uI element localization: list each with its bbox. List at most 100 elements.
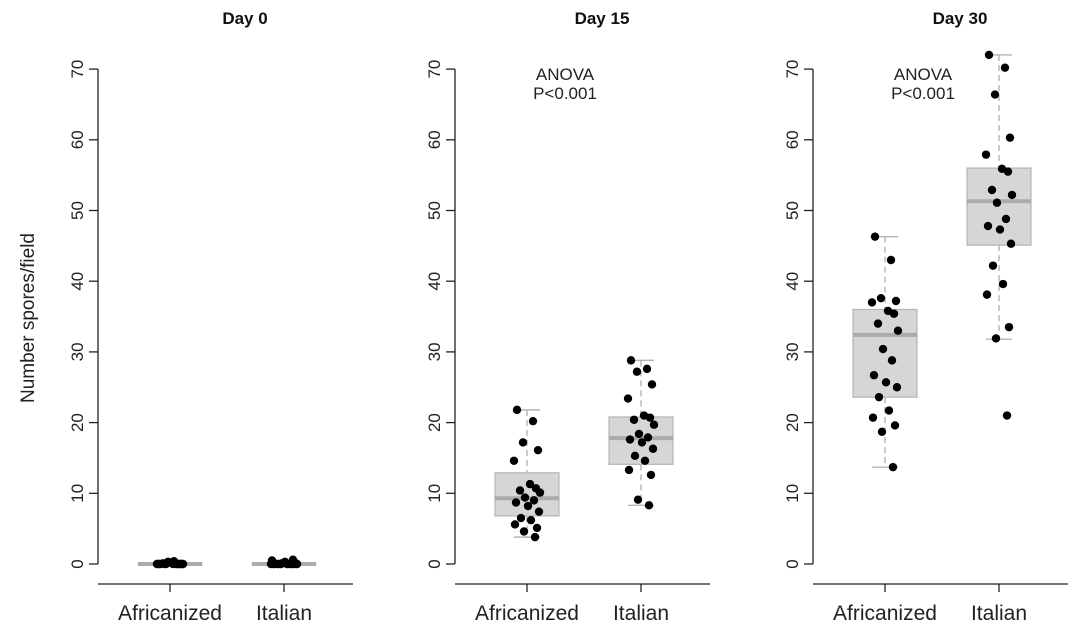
y-tick-label: 10 xyxy=(783,484,802,503)
data-point xyxy=(162,559,172,568)
data-point xyxy=(645,413,655,422)
data-point xyxy=(533,445,543,455)
data-point xyxy=(892,383,902,392)
data-point xyxy=(1002,411,1012,420)
data-point xyxy=(532,523,542,533)
data-point xyxy=(644,501,654,510)
data-point xyxy=(516,513,526,523)
data-point xyxy=(998,279,1008,289)
y-tick-label: 40 xyxy=(425,272,444,291)
x-tick-label: Africanized xyxy=(833,602,937,625)
y-tick-label: 20 xyxy=(783,413,802,432)
chart-panel: Day 15 0 10 20 30 40 50 60 70 Africanized Italian A… xyxy=(425,9,710,625)
y-tick-label: 30 xyxy=(425,342,444,361)
data-point xyxy=(1006,239,1016,248)
x-tick-label: Italian xyxy=(971,602,1027,625)
data-point xyxy=(529,496,539,505)
data-point xyxy=(640,456,650,465)
data-point xyxy=(510,520,520,529)
y-tick-label: 10 xyxy=(425,484,444,503)
data-point xyxy=(518,438,528,447)
data-point xyxy=(991,334,1001,343)
data-point xyxy=(893,326,903,335)
y-axis-label: Number spores/field xyxy=(18,233,39,403)
data-point xyxy=(623,394,633,403)
data-point xyxy=(625,435,635,444)
data-point xyxy=(512,405,522,415)
anova-annotation: P<0.001 xyxy=(533,84,597,103)
data-point xyxy=(511,498,521,507)
data-point xyxy=(629,415,639,424)
y-tick-label: 40 xyxy=(783,272,802,291)
data-point xyxy=(876,293,886,303)
data-point xyxy=(1001,214,1011,224)
y-tick-label: 0 xyxy=(783,559,802,568)
y-tick-label: 40 xyxy=(68,272,87,291)
y-tick-label: 70 xyxy=(425,60,444,79)
data-point xyxy=(519,527,529,536)
data-point xyxy=(884,406,894,415)
y-tick-label: 30 xyxy=(783,342,802,361)
data-point xyxy=(637,438,647,447)
y-tick-label: 60 xyxy=(783,130,802,149)
chart-panel: Day 0 0 10 20 30 40 50 60 70 Africanized Italian xyxy=(68,9,353,625)
data-point xyxy=(509,456,519,465)
data-point xyxy=(523,501,533,511)
data-point xyxy=(889,309,899,318)
data-point xyxy=(153,559,163,569)
data-point xyxy=(982,290,992,299)
data-point xyxy=(891,296,901,306)
anova-annotation: ANOVA xyxy=(894,65,953,84)
y-tick-label: 20 xyxy=(425,413,444,432)
anova-annotation: P<0.001 xyxy=(891,84,955,103)
data-point xyxy=(634,429,644,439)
data-point xyxy=(981,150,991,159)
x-tick-label: Africanized xyxy=(118,602,222,625)
data-point xyxy=(173,559,183,569)
data-point xyxy=(890,421,900,430)
data-point xyxy=(528,416,538,426)
data-point xyxy=(877,427,887,436)
data-point xyxy=(647,380,657,389)
x-tick-label: Italian xyxy=(613,602,669,625)
y-tick-label: 50 xyxy=(68,201,87,220)
y-tick-label: 70 xyxy=(68,60,87,79)
data-point xyxy=(983,221,993,231)
data-point xyxy=(1000,63,1010,72)
data-point xyxy=(649,420,659,429)
data-point xyxy=(632,367,642,376)
data-point xyxy=(984,50,994,60)
data-point xyxy=(870,232,880,241)
data-point xyxy=(267,556,277,565)
y-tick-label: 50 xyxy=(425,201,444,220)
data-point xyxy=(988,261,998,270)
data-point xyxy=(287,559,297,569)
data-point xyxy=(643,433,653,442)
chart-panel: Day 30 0 10 20 30 40 50 60 70 Africanized Italian A… xyxy=(783,9,1068,625)
data-point xyxy=(886,255,896,265)
data-point xyxy=(1003,167,1013,176)
chart-title: Day 30 xyxy=(933,9,988,28)
data-point xyxy=(887,356,897,365)
y-tick-label: 10 xyxy=(68,484,87,503)
data-point xyxy=(630,451,640,461)
data-point xyxy=(526,515,536,525)
data-point xyxy=(646,470,656,480)
data-point xyxy=(626,356,636,365)
data-point xyxy=(873,319,883,328)
x-tick-label: Italian xyxy=(256,602,312,625)
data-point xyxy=(534,507,544,516)
data-point xyxy=(515,486,525,495)
y-tick-label: 0 xyxy=(425,559,444,568)
data-point xyxy=(525,479,535,489)
data-point xyxy=(874,392,884,402)
data-point xyxy=(888,462,898,472)
data-point xyxy=(987,185,997,195)
y-tick-label: 60 xyxy=(68,130,87,149)
data-point xyxy=(1004,322,1014,332)
y-tick-label: 0 xyxy=(68,559,87,568)
data-point xyxy=(535,488,545,497)
data-point xyxy=(995,225,1005,234)
